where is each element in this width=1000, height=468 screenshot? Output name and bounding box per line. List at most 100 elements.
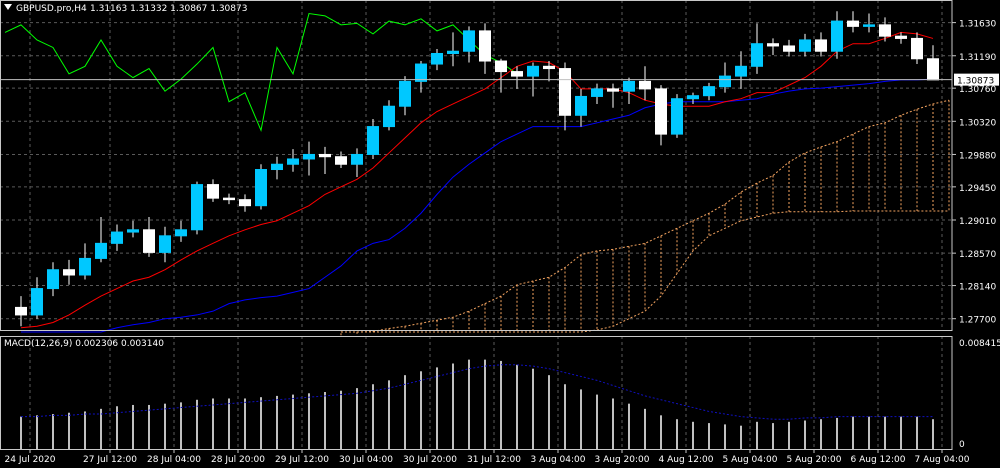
candle-body [159,235,171,253]
candle [15,296,27,327]
candle-body [783,45,795,52]
candle-body [95,242,107,259]
candle-body [31,288,43,316]
candle [143,216,155,257]
candle [63,259,75,285]
candle-body [543,65,555,70]
candles [15,11,939,327]
candle [383,100,395,131]
candle [335,151,347,169]
candle-body [47,269,59,290]
price-tick-label: 1.30320 [959,118,996,128]
candle [575,88,587,127]
time-tick-label: 7 Aug 04:00 [915,455,970,465]
price-tick-label: 1.28570 [959,250,996,260]
candle-body [351,153,363,165]
chikou-span-line [4,13,518,133]
time-tick-label: 29 Jul 12:00 [275,455,329,465]
candle-body [463,30,475,52]
candle-body [767,43,779,47]
candle-body [479,30,491,62]
candle [111,224,123,251]
candle-body [607,88,619,92]
candle [255,164,267,210]
candle [303,141,315,176]
macd-indicator [20,359,934,449]
candle-body [655,88,667,135]
candle [415,61,427,93]
candle [767,38,779,55]
time-tick-label: 5 Aug 04:00 [723,455,778,465]
candle [47,262,59,297]
candle [815,32,827,57]
candle [687,92,699,104]
candle-body [383,105,395,128]
candle-body [799,39,811,52]
candle [879,17,891,42]
macd-tick-label: 0.008415 [959,339,1000,349]
symbol-timeframe: GBPUSD.pro,H4 [16,4,87,14]
candle [623,77,635,104]
candle-body [559,68,571,116]
grid [0,0,952,449]
chart-frame [0,0,953,450]
candle [751,23,763,74]
candle [591,83,603,104]
candle [655,85,667,146]
time-tick-label: 3 Aug 04:00 [531,455,586,465]
price-tick-label: 1.29010 [959,217,996,227]
candle-body [63,269,75,276]
candle [927,45,939,81]
candle-body [831,20,843,52]
current-price-tag [954,73,999,86]
candle [911,32,923,65]
candle [447,32,459,67]
symbol-dropdown-icon[interactable] [4,4,12,10]
candle-body [719,75,731,88]
time-tick-label: 28 Jul 20:00 [211,455,265,465]
candle [463,26,475,63]
candle-body [879,24,891,37]
candle-body [863,24,875,27]
candle-body [367,126,379,155]
candle-body [255,169,267,207]
candle-body [511,71,523,77]
candle-body [415,63,427,82]
candle-body [239,199,251,207]
candle-body [623,80,635,92]
time-tick-label: 27 Jul 12:00 [83,455,137,465]
candle [239,194,251,212]
candle-body [895,35,907,39]
candle-body [399,80,411,107]
candle-body [495,60,507,73]
candle [671,94,683,138]
time-tick-label: 30 Jul 20:00 [403,455,457,465]
candle-body [287,158,299,165]
tenkan-sen-line [20,31,934,329]
time-tick-label: 3 Aug 20:00 [595,455,650,465]
candle [543,61,555,82]
candle [607,83,619,108]
candle-body [127,229,139,233]
candle-body [319,153,331,158]
time-tick-label: 31 Jul 12:00 [467,455,521,465]
candle-body [143,229,155,253]
candle [863,13,875,33]
candle [847,11,859,33]
time-tick-label: 28 Jul 04:00 [147,455,201,465]
price-tick-label: 1.31630 [959,20,996,30]
candle [287,149,299,172]
candle-body [303,153,315,160]
candle-body [815,39,827,52]
time-tick-label: 6 Aug 12:00 [851,455,906,465]
candle [31,277,43,319]
candle [831,11,843,59]
candle [495,58,507,93]
candle-body [591,88,603,97]
candle [719,62,731,93]
candle-body [15,306,27,316]
ichimoku-lines [4,13,934,333]
candle [95,216,107,263]
